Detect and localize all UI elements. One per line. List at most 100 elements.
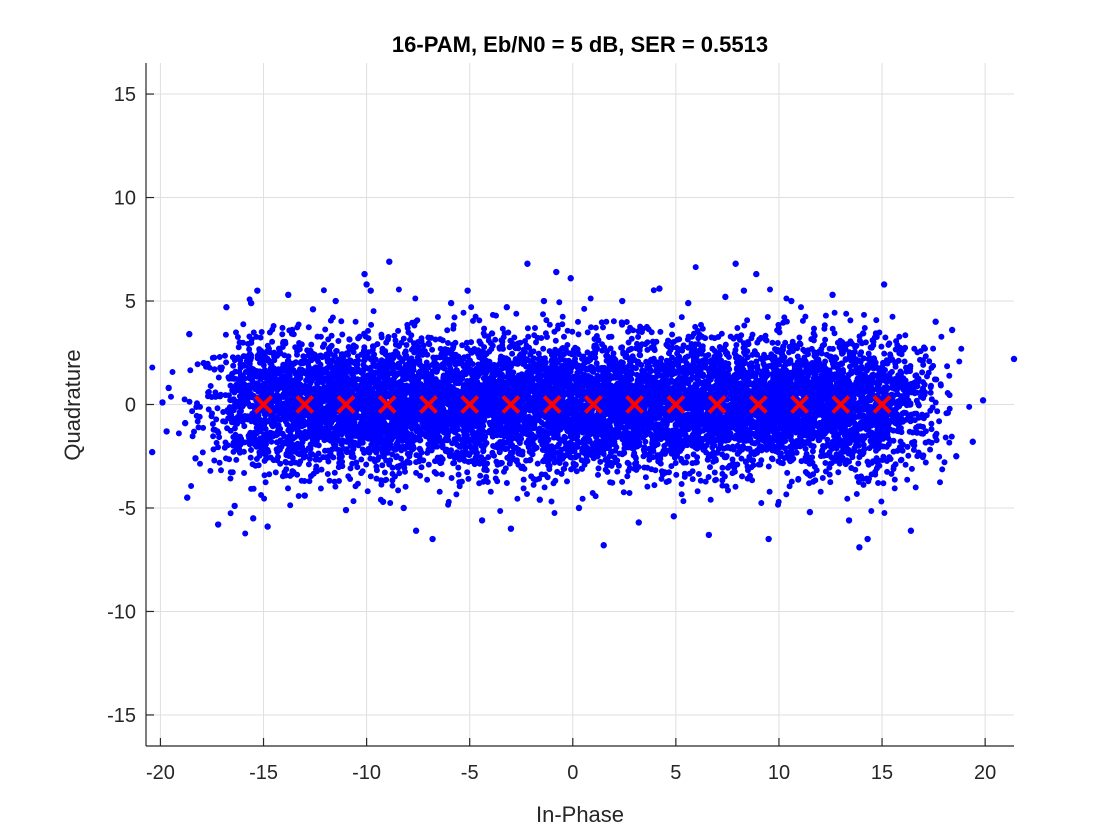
sample-point (722, 293, 729, 301)
ideal-symbol-marker (748, 395, 768, 414)
tick-labels: -20 -15 -10 -5 0 5 10 15 20 -15 -10 -5 0 5 10 15 (107, 84, 996, 784)
sample-point (429, 535, 436, 543)
x-tick-label: 0 (567, 762, 578, 784)
x-tick-label: -10 (352, 762, 381, 784)
sample-point (367, 287, 374, 294)
sample-point (932, 318, 939, 325)
sample-point (342, 506, 350, 514)
sample-point (806, 508, 814, 516)
sample-point (379, 498, 387, 505)
sample-point (223, 304, 230, 311)
sample-point (400, 504, 407, 512)
sample-point (184, 494, 191, 501)
sample-point (386, 258, 393, 265)
ideal-symbol-marker (254, 395, 273, 414)
sample-point (765, 535, 772, 543)
received-samples (149, 264, 973, 537)
axes (145, 63, 1014, 747)
ideal-symbol-marker (419, 395, 438, 414)
ideal-symbol-marker (583, 395, 603, 414)
sample-point (254, 287, 261, 294)
sample-point (524, 260, 531, 267)
sample-point (264, 523, 271, 530)
ideal-constellation-markers (254, 395, 892, 414)
sample-point (979, 397, 987, 404)
sample-point (363, 281, 370, 288)
sample-point (503, 304, 511, 311)
ideal-symbol-marker (295, 395, 315, 414)
sample-point (361, 270, 368, 278)
sample-point (192, 455, 199, 462)
sample-point (619, 297, 626, 305)
x-tick-label: 15 (871, 762, 893, 784)
sample-point (447, 299, 455, 307)
ideal-symbol-marker (831, 395, 851, 414)
y-axis-label: Quadrature (60, 349, 85, 460)
x-tick-label: -20 (146, 762, 175, 784)
sample-point (600, 542, 607, 549)
ideal-symbol-marker (790, 395, 809, 414)
sample-point (553, 268, 560, 276)
x-axis-label: In-Phase (536, 802, 624, 827)
ideal-symbol-marker (625, 395, 645, 414)
x-tick-label: 20 (974, 762, 996, 784)
y-tick-label: 5 (125, 291, 136, 313)
ideal-symbol-marker (377, 395, 397, 414)
x-tick-label: 5 (670, 762, 681, 784)
sample-point (829, 291, 836, 299)
ideal-symbol-marker (501, 395, 521, 414)
sample-point (464, 287, 471, 294)
sample-point (864, 535, 871, 543)
sample-point (788, 297, 795, 305)
sample-point (250, 515, 257, 522)
sample-point (148, 448, 156, 456)
sample-point (332, 297, 339, 305)
ideal-symbol-marker (542, 395, 562, 414)
sample-point (856, 544, 863, 551)
x-tick-label: 10 (768, 762, 790, 784)
sample-point (670, 513, 678, 520)
sample-point (163, 428, 170, 435)
ideal-symbol-marker (872, 395, 892, 414)
sample-point (575, 504, 583, 512)
sample-point (235, 386, 242, 394)
sample-point (656, 285, 663, 292)
sample-point (159, 399, 166, 406)
sample-point (285, 291, 292, 299)
sample-point (705, 531, 713, 539)
sample-point (567, 275, 574, 282)
sample-point (214, 521, 222, 528)
sample-point (186, 330, 193, 338)
sample-point (301, 492, 308, 499)
sample-point (845, 517, 853, 524)
y-tick-label: 15 (114, 84, 136, 106)
sample-point (247, 299, 255, 307)
y-tick-label: -15 (107, 705, 136, 727)
sample-point (953, 453, 960, 460)
x-tick-label: -5 (461, 762, 479, 784)
x-tick-label: -15 (249, 762, 278, 784)
sample-point (907, 527, 915, 534)
chart-title: 16-PAM, Eb/N0 = 5 dB, SER = 0.5513 (392, 32, 768, 57)
sample-point (507, 525, 515, 532)
outlier-samples (148, 258, 1018, 551)
sample-point (478, 517, 486, 524)
sample-point (880, 281, 888, 288)
sample-point (732, 260, 739, 267)
sample-point (753, 270, 760, 278)
sample-point (231, 502, 238, 510)
ideal-symbol-marker (666, 395, 686, 414)
y-tick-label: -5 (118, 498, 136, 520)
ideal-symbol-marker (707, 395, 727, 414)
sample-point (165, 384, 172, 392)
sample-point (536, 496, 543, 503)
sample-point (412, 527, 420, 534)
sample-point (181, 419, 189, 427)
sample-point (1010, 355, 1018, 363)
sample-point (685, 299, 692, 307)
y-tick-label: 0 (125, 395, 136, 417)
sample-point (740, 287, 748, 294)
ideal-symbol-marker (460, 395, 480, 414)
sample-point (309, 306, 317, 313)
sample-point (540, 297, 548, 305)
